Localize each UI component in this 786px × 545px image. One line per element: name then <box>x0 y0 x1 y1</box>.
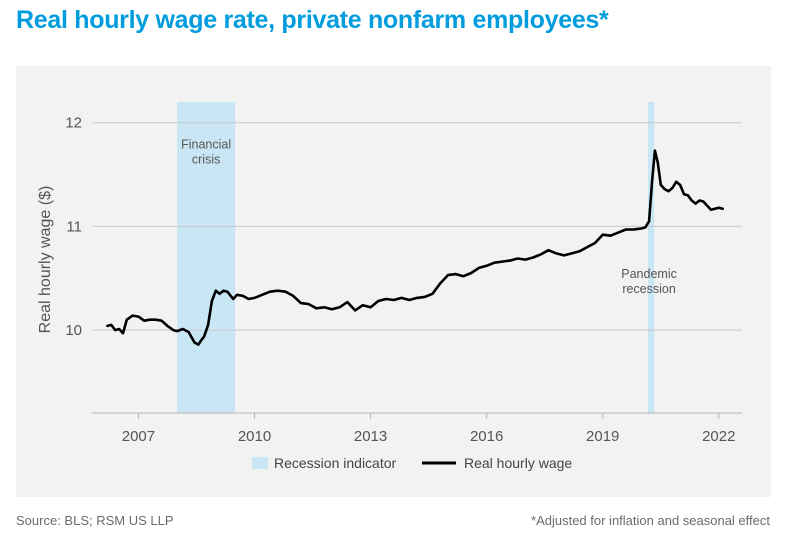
y-axis-label: Real hourly wage ($) <box>37 186 54 334</box>
x-tick-label-2013: 2013 <box>354 428 387 445</box>
x-tick-label-2010: 2010 <box>238 428 271 445</box>
gridlines <box>92 122 742 331</box>
source-note: Source: BLS; RSM US LLP <box>16 513 174 528</box>
chart-title: Real hourly wage rate, private nonfarm e… <box>16 6 609 34</box>
y-tick-label-12: 12 <box>65 115 82 132</box>
recession-band-0 <box>177 102 236 413</box>
recession-label-0-0: Financial <box>181 138 231 152</box>
recession-label-0-1: crisis <box>192 153 220 167</box>
y-tick-label-10: 10 <box>65 322 82 339</box>
x-tick-label-2019: 2019 <box>586 428 619 445</box>
legend-label-recession: Recession indicator <box>274 455 397 471</box>
legend-swatch-recession <box>252 457 268 469</box>
y-tick-label-11: 11 <box>66 218 82 235</box>
series-line-0 <box>106 149 724 346</box>
x-tick-label-2016: 2016 <box>470 428 503 445</box>
recession-band-1 <box>647 102 655 413</box>
series-layer <box>106 149 724 346</box>
recession-label-1-1: recession <box>622 282 676 296</box>
x-tick-label-2022: 2022 <box>702 428 735 445</box>
legend: Recession indicator Real hourly wage <box>252 455 572 471</box>
footnote: *Adjusted for inflation and seasonal eff… <box>531 513 770 528</box>
axes: 10 11 12 2007 2010 2013 2016 2019 2022 <box>65 115 742 445</box>
recession-bands <box>177 102 655 413</box>
recession-label-1-0: Pandemic <box>621 267 677 281</box>
legend-label-wage: Real hourly wage <box>464 455 572 471</box>
chart-panel: Financial crisis Pandemic recession 10 11 12 2… <box>16 66 771 497</box>
x-tick-label-2007: 2007 <box>122 428 155 445</box>
